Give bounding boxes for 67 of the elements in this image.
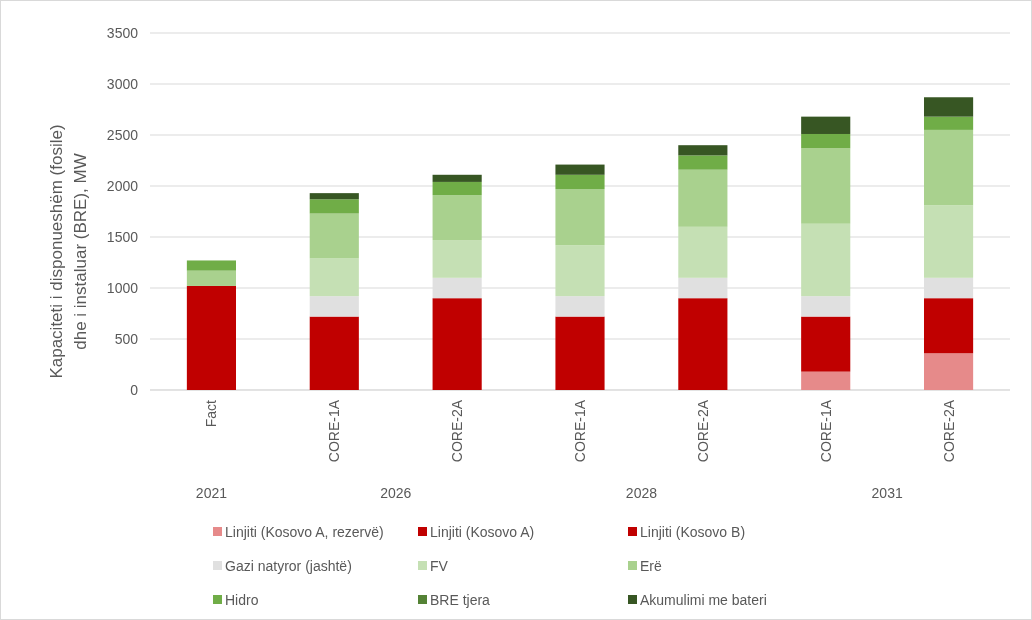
x-tick-label: CORE-2A	[694, 399, 711, 463]
x-tick-label: CORE-1A	[572, 399, 588, 463]
bar	[555, 164, 605, 175]
bar	[555, 245, 605, 297]
bar	[186, 285, 236, 390]
text: 2031	[871, 485, 903, 501]
bar	[801, 223, 851, 297]
text: 2028	[625, 485, 658, 501]
bar	[678, 169, 728, 227]
bar	[924, 298, 974, 354]
bar	[555, 189, 605, 246]
bar	[309, 213, 359, 259]
bar	[309, 316, 359, 390]
bar	[678, 155, 728, 170]
y-tick-label: 3500	[106, 24, 139, 41]
x-tick-label: Fact	[203, 399, 220, 428]
bar	[801, 148, 851, 224]
legend-label: Linjiti (Kosovo A)	[430, 523, 535, 540]
legend-label: Erë	[640, 557, 662, 574]
y-tick-label: 1500	[106, 228, 139, 245]
bar	[309, 193, 359, 200]
legend-label: Hidro	[225, 591, 259, 608]
bar	[309, 199, 359, 214]
legend-label: FV	[430, 557, 449, 574]
y-tick-label: 3000	[106, 75, 139, 92]
y-tick-label: 0	[130, 381, 139, 398]
x-tick-label: CORE-1A	[817, 399, 834, 463]
text: 2021	[195, 485, 228, 501]
legend-label: Linjiti (Kosovo B)	[640, 523, 746, 540]
bar	[309, 296, 359, 317]
bar	[186, 260, 236, 271]
bar	[801, 133, 851, 149]
x-tick-label: CORE-2A	[449, 399, 466, 463]
text: 2026	[380, 485, 412, 501]
bar	[309, 258, 359, 297]
y-tick-label: 2000	[106, 177, 139, 194]
bar	[801, 296, 851, 317]
legend-label: BRE tjera	[430, 591, 491, 608]
bar	[432, 240, 482, 278]
y-axis-title: Kapaciteti i disponueshëm (fosile) dhe i instaluar (BRE), MW	[47, 124, 90, 379]
bar	[924, 353, 974, 390]
bar	[924, 116, 974, 130]
bar	[801, 116, 851, 134]
x-tick-label: CORE-1A	[326, 399, 343, 463]
legend-label: Akumulimi me bateri	[640, 591, 767, 608]
legend-label: Gazi natyror (jashtë)	[225, 557, 352, 574]
bar	[186, 270, 236, 286]
bar	[432, 195, 482, 241]
x-tick-label: CORE-2A	[940, 399, 957, 463]
y-tick-label: 2500	[106, 126, 139, 143]
bar	[678, 298, 728, 390]
bar	[924, 129, 974, 206]
bar	[555, 296, 605, 317]
bar	[924, 97, 974, 117]
bar	[432, 181, 482, 196]
bar	[555, 316, 605, 390]
y-tick-label: 1000	[106, 279, 139, 296]
bar	[432, 298, 482, 390]
bar	[801, 371, 851, 390]
y-tick-label: 500	[114, 330, 139, 347]
bar	[678, 226, 728, 278]
bar	[678, 145, 728, 156]
bar	[432, 174, 482, 182]
bar	[801, 316, 851, 372]
legend-label: Linjiti (Kosovo A, rezervë)	[225, 523, 384, 540]
bar	[555, 174, 605, 190]
bar	[924, 205, 974, 278]
